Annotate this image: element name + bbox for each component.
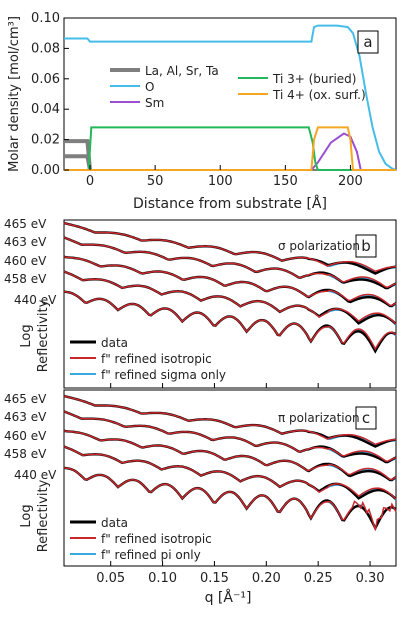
fit-line-red-0: [63, 395, 396, 446]
energy-label: 460 eV: [4, 429, 47, 443]
energy-label: 458 eV: [4, 447, 47, 461]
panel-a-legend: La, Al, Sr, Ta O Sm Ti 3+ (buried) Ti 4+…: [110, 64, 366, 110]
legend-label-ti3: Ti 3+ (buried): [272, 72, 356, 86]
series-line-5: [64, 126, 396, 171]
energy-label: 460 eV: [4, 254, 47, 268]
panel-b-curves: [63, 221, 397, 354]
legend-label-pi: f" refined pi only: [101, 548, 201, 562]
panel-b: b σ polarization 465 eV 463 eV 460 eV 45…: [4, 217, 397, 389]
legend-label-la: La, Al, Sr, Ta: [145, 64, 219, 78]
series-line-2: [64, 24, 397, 171]
panel-b-label: b: [361, 237, 371, 255]
y-tick-label: 0.08: [31, 41, 60, 56]
fit-line-red-1: [63, 410, 397, 462]
fit-line-red-1: [63, 236, 397, 288]
fit-line-red-0: [63, 222, 396, 273]
panel-a-label: a: [363, 33, 372, 51]
energy-label: 465 eV: [4, 392, 47, 406]
series-line-4: [64, 126, 396, 171]
fit-line-red-2: [63, 430, 397, 481]
panel-b-ylabel-line2: Reflectivity: [36, 299, 51, 372]
panel-b-annotation: σ polarization: [278, 239, 360, 253]
legend-label-data: data: [101, 516, 128, 530]
panel-a-label-box: [357, 30, 379, 54]
y-tick-label: 0.00: [31, 163, 60, 178]
legend-label-sm: Sm: [145, 96, 164, 110]
fit-line-red-3: [63, 445, 397, 500]
panel-a-axes: 0 50 100 150 200 0.00 0.02 0.04 0.06 0.08 0.10: [31, 11, 363, 189]
energy-label: 463 eV: [4, 235, 47, 249]
legend-label-data: data: [101, 336, 128, 350]
series-line-3: [64, 132, 396, 171]
legend-label-iso: f" refined isotropic: [101, 352, 212, 366]
panel-a-ylabel: Molar density [mol/cm³]: [7, 16, 22, 172]
y-tick-label: 0.06: [31, 72, 60, 87]
x-tick-label: 0.20: [252, 571, 281, 586]
panel-c-label-box: [355, 406, 377, 430]
panel-c-ticks: 0.05 0.10 0.15 0.20 0.25 0.30: [96, 561, 385, 586]
x-tick-label: 0.15: [200, 571, 229, 586]
x-tick-label: 150: [273, 174, 298, 189]
x-tick-label: 0.25: [304, 571, 333, 586]
panel-c-label: c: [362, 409, 370, 427]
panel-c-curves: [63, 394, 397, 532]
panel-b-legend: data f" refined isotropic f" refined sig…: [70, 336, 226, 382]
energy-label: 440 eV: [14, 293, 57, 307]
x-tick-label: 50: [147, 174, 164, 189]
x-tick-label: 100: [208, 174, 233, 189]
fit-line-red-4: [63, 467, 397, 531]
panel-b-ticks: [110, 383, 371, 388]
panel-c: 0.05 0.10 0.15 0.20 0.25 0.30 c π polarizatio…: [4, 389, 397, 606]
panel-c-energy-labels: 465 eV 463 eV 460 eV 458 eV 440 eV: [4, 392, 57, 482]
panel-c-annotation: π polarization: [278, 411, 360, 425]
x-tick-label: 0.05: [96, 571, 125, 586]
panel-b-label-box: [355, 234, 377, 258]
fit-line-red-3: [63, 270, 397, 325]
energy-label: 463 eV: [4, 410, 47, 424]
series-line-1: [64, 154, 92, 171]
energy-label: 440 eV: [14, 468, 57, 482]
y-tick-label: 0.02: [31, 133, 60, 148]
y-tick-label: 0.10: [31, 11, 60, 26]
y-tick-label: 0.04: [31, 102, 60, 117]
panel-a: 0 50 100 150 200 0.00 0.02 0.04 0.06 0.08 0.10 a L…: [7, 11, 397, 212]
x-tick-label: 0: [86, 174, 94, 189]
panel-c-ylabel-line2: Reflectivity: [36, 479, 51, 552]
panel-c-ylabel-line1: Log: [19, 504, 34, 527]
panel-c-xlabel: q [Å⁻¹]: [205, 589, 252, 606]
panel-a-series: [64, 24, 397, 171]
panel-b-ylabel-line1: Log: [19, 324, 34, 347]
fit-line-red-4: [63, 290, 397, 351]
x-tick-label: 0.10: [148, 571, 177, 586]
legend-label-sigma: f" refined sigma only: [101, 368, 226, 382]
legend-label-iso: f" refined isotropic: [101, 532, 212, 546]
panel-c-legend: data f" refined isotropic f" refined pi …: [70, 516, 212, 562]
fit-line-red-2: [63, 256, 397, 307]
x-tick-label: 200: [338, 174, 363, 189]
energy-label: 465 eV: [4, 217, 47, 231]
energy-label: 458 eV: [4, 272, 47, 286]
legend-label-o: O: [145, 80, 154, 94]
legend-label-ti4: Ti 4+ (ox. surf.): [272, 88, 366, 102]
panel-b-energy-labels: 465 eV 463 eV 460 eV 458 eV 440 eV: [4, 217, 57, 307]
x-tick-label: 0.30: [356, 571, 385, 586]
panel-a-xlabel: Distance from substrate [Å]: [133, 195, 327, 212]
